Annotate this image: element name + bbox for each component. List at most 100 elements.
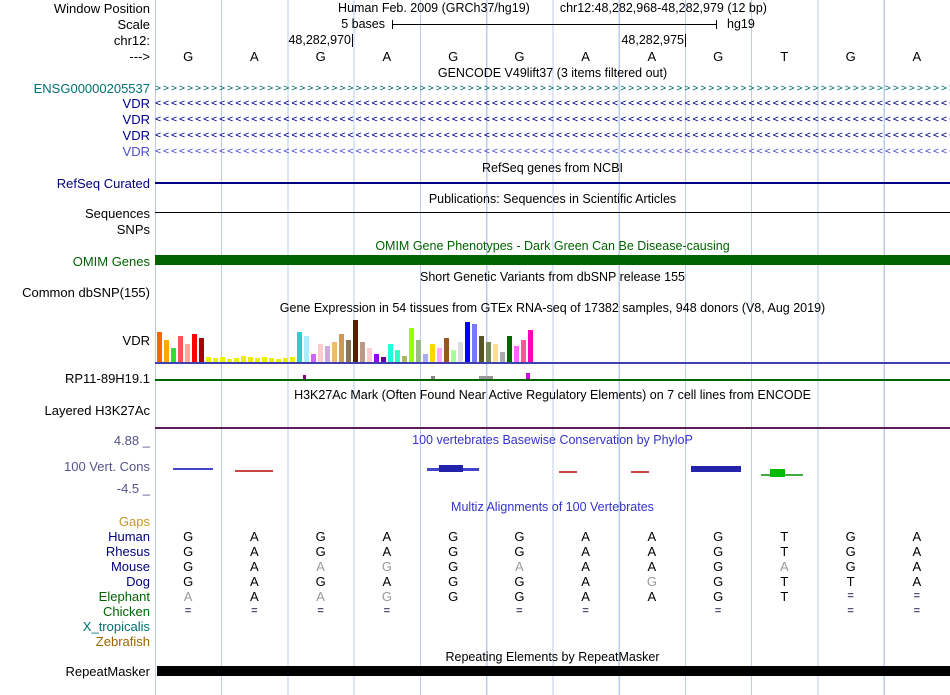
alignment-cell bbox=[354, 619, 420, 634]
position-range: chr12:48,282,968-48,282,979 (12 bp) bbox=[559, 1, 767, 15]
alignment-cell: G bbox=[845, 559, 856, 574]
track-mark bbox=[526, 373, 530, 379]
omim-gene-bar[interactable] bbox=[155, 255, 950, 265]
species-label[interactable]: Elephant bbox=[98, 589, 150, 604]
sequences-track[interactable] bbox=[155, 206, 950, 221]
track-title-multiz[interactable]: Multiz Alignments of 100 Vertebrates bbox=[451, 500, 654, 514]
track-title-repeatmasker[interactable]: Repeating Elements by RepeatMasker bbox=[445, 650, 660, 664]
gtex-gene2-track[interactable] bbox=[155, 371, 950, 386]
species-label[interactable]: Dog bbox=[126, 574, 150, 589]
repeat-element-bar[interactable] bbox=[157, 666, 950, 676]
phylop-track[interactable] bbox=[155, 450, 950, 495]
alignment-cell: A bbox=[647, 544, 657, 559]
alignment-cell bbox=[420, 619, 486, 634]
track-title-phylop[interactable]: 100 vertebrates Basewise Conservation by… bbox=[412, 433, 693, 447]
phylop-label[interactable]: 100 Vert. Cons bbox=[64, 459, 150, 474]
gene-model-vdr-2[interactable]: <<<<<<<<<<<<<<<<<<<<<<<<<<<<<<<<<<<<<<<<… bbox=[155, 114, 950, 125]
gtex-tissue-bar bbox=[500, 352, 505, 362]
gtex-tissue-bar bbox=[381, 357, 386, 362]
gtex-gene2-label[interactable]: RP11-89H19.1 bbox=[64, 371, 150, 386]
multiz-species-row: X_tropicalis bbox=[0, 619, 950, 634]
species-label[interactable]: Human bbox=[108, 529, 150, 544]
gtex-tissue-bar bbox=[206, 357, 211, 362]
omim-track[interactable] bbox=[155, 254, 950, 269]
track-title-h3k27ac[interactable]: H3K27Ac Mark (Often Found Near Active Re… bbox=[294, 388, 811, 402]
track-title-gencode[interactable]: GENCODE V49lift37 (3 items filtered out) bbox=[437, 66, 668, 80]
gtex-tissue-bar bbox=[388, 344, 393, 362]
alignment-cell: A bbox=[581, 574, 590, 589]
omim-genes-label[interactable]: OMIM Genes bbox=[72, 254, 150, 269]
dbsnp-label[interactable]: Common dbSNP(155) bbox=[22, 285, 150, 300]
track-title-publications[interactable]: Publications: Sequences in Scientific Ar… bbox=[428, 192, 677, 206]
gtex-tissue-bar bbox=[451, 350, 456, 362]
track-mark bbox=[303, 375, 306, 379]
alignment-cell bbox=[751, 604, 817, 619]
base-cell: G bbox=[845, 49, 856, 64]
scale-label: Scale bbox=[117, 17, 150, 32]
gtex-track[interactable] bbox=[155, 318, 950, 364]
coord-tick-label: 48,282,975 bbox=[621, 33, 684, 47]
alignment-cell: A bbox=[316, 559, 325, 574]
gtex-tissue-bar bbox=[304, 336, 309, 362]
species-label[interactable]: Zebrafish bbox=[95, 634, 150, 649]
species-label[interactable]: Rhesus bbox=[105, 544, 150, 559]
species-label[interactable]: X_tropicalis bbox=[82, 619, 150, 634]
alignment-cell bbox=[288, 634, 354, 649]
h3k27ac-label[interactable]: Layered H3K27Ac bbox=[44, 403, 150, 418]
gtex-gene-label[interactable]: VDR bbox=[122, 333, 150, 348]
snps-label[interactable]: SNPs bbox=[116, 222, 150, 237]
track-title-refseq[interactable]: RefSeq genes from NCBI bbox=[481, 161, 624, 175]
alignment-cell: G bbox=[183, 544, 194, 559]
gene-label-vdr-3[interactable]: VDR bbox=[122, 128, 150, 143]
track-title-omim[interactable]: OMIM Gene Phenotypes - Dark Green Can Be… bbox=[375, 239, 730, 253]
track-mark bbox=[439, 465, 463, 472]
gene-label-ensg[interactable]: ENSG00000205537 bbox=[33, 81, 150, 96]
alignment-cell: = bbox=[847, 605, 854, 617]
alignment-cell bbox=[221, 619, 287, 634]
sequences-label[interactable]: Sequences bbox=[84, 206, 150, 221]
track-title-gtex[interactable]: Gene Expression in 54 tissues from GTEx … bbox=[279, 301, 826, 315]
alignment-cell: G bbox=[514, 574, 525, 589]
gtex-tissue-bar bbox=[255, 358, 260, 362]
alignment-cell: A bbox=[250, 544, 259, 559]
alignment-cell: A bbox=[912, 529, 922, 544]
alignment-cell: = bbox=[582, 605, 589, 617]
h3k27ac-signal[interactable] bbox=[155, 425, 950, 440]
gtex-tissue-bar bbox=[353, 320, 358, 362]
gene-model-ensg[interactable]: >>>>>>>>>>>>>>>>>>>>>>>>>>>>>>>>>>>>>>>>… bbox=[155, 83, 950, 94]
alignment-cell: G bbox=[448, 574, 459, 589]
repeatmasker-track[interactable] bbox=[155, 664, 950, 679]
coord-tick-label: 48,282,970 bbox=[288, 33, 351, 47]
repeatmasker-label[interactable]: RepeatMasker bbox=[65, 664, 150, 679]
alignment-cell: A bbox=[382, 544, 392, 559]
gtex-tissue-bar bbox=[185, 344, 190, 362]
position-ruler[interactable]: 48,282,970 48,282,975 bbox=[155, 33, 950, 48]
gtex-tissue-bar bbox=[227, 359, 232, 362]
base-cell: A bbox=[250, 49, 259, 64]
refseq-curated-label[interactable]: RefSeq Curated bbox=[56, 176, 150, 191]
gene-model-vdr-1[interactable]: <<<<<<<<<<<<<<<<<<<<<<<<<<<<<<<<<<<<<<<<… bbox=[155, 98, 950, 109]
alignment-cell bbox=[818, 619, 884, 634]
scale-bar bbox=[392, 20, 717, 29]
gaps-label[interactable]: Gaps bbox=[118, 514, 150, 529]
track-title-dbsnp[interactable]: Short Genetic Variants from dbSNP releas… bbox=[420, 270, 685, 284]
alignment-cell: A bbox=[647, 529, 657, 544]
alignment-cell: G bbox=[183, 529, 194, 544]
refseq-track[interactable] bbox=[155, 176, 950, 191]
window-position-label: Window Position bbox=[53, 1, 150, 16]
gene-label-vdr-2[interactable]: VDR bbox=[122, 112, 150, 127]
species-label[interactable]: Chicken bbox=[103, 604, 150, 619]
alignment-cell: G bbox=[514, 529, 525, 544]
gtex-tissue-bar bbox=[423, 354, 428, 362]
species-label[interactable]: Mouse bbox=[110, 559, 150, 574]
gene-model-vdr-4[interactable]: <<<<<<<<<<<<<<<<<<<<<<<<<<<<<<<<<<<<<<<<… bbox=[155, 146, 950, 157]
gene-model-vdr-3[interactable]: <<<<<<<<<<<<<<<<<<<<<<<<<<<<<<<<<<<<<<<<… bbox=[155, 130, 950, 141]
gtex-baseline bbox=[155, 362, 950, 364]
alignment-cell bbox=[685, 619, 751, 634]
base-cell: G bbox=[448, 49, 459, 64]
alignment-cell: G bbox=[448, 559, 459, 574]
gene-label-vdr-1[interactable]: VDR bbox=[122, 96, 150, 111]
gene-label-vdr-4[interactable]: VDR bbox=[122, 144, 150, 159]
